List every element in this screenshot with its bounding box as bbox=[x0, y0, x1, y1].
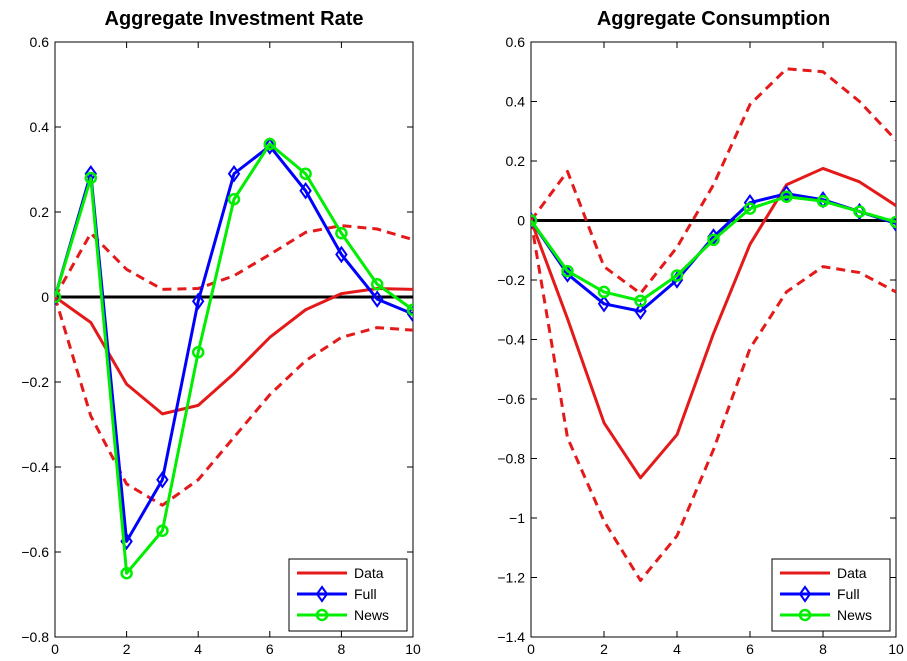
x-tick-label: 6 bbox=[266, 641, 274, 657]
y-tick-label: 0.6 bbox=[506, 34, 526, 50]
series-line-data bbox=[531, 166, 896, 480]
y-tick-label: −0.2 bbox=[21, 374, 49, 390]
x-tick-label: 10 bbox=[405, 641, 421, 657]
confidence-band-lower bbox=[55, 296, 413, 507]
data-point-full bbox=[299, 182, 312, 200]
legend-label-news: News bbox=[354, 607, 389, 623]
data-point-news bbox=[670, 269, 684, 282]
y-tick-label: −0.8 bbox=[497, 451, 525, 467]
y-tick-label: −1 bbox=[509, 510, 525, 526]
y-tick-label: 0.6 bbox=[30, 34, 50, 50]
data-point-full bbox=[370, 290, 384, 308]
data-point-news bbox=[853, 205, 866, 218]
series-line-full bbox=[55, 144, 413, 543]
chart-panel-investment-rate: Aggregate Investment Rate −0.8 −0.6 −0.4 −0… bbox=[21, 8, 421, 657]
x-tick-label: 4 bbox=[673, 641, 681, 657]
x-tick-label: 0 bbox=[51, 641, 59, 657]
legend-marker-circle bbox=[315, 608, 329, 622]
confidence-band-upper bbox=[55, 224, 413, 298]
x-tick-label: 0 bbox=[527, 641, 535, 657]
x-tick-label: 10 bbox=[888, 641, 904, 657]
y-tick-label: 0 bbox=[41, 289, 49, 305]
plot-area bbox=[55, 137, 413, 580]
legend: Data Full News bbox=[771, 558, 891, 632]
data-point-full bbox=[227, 165, 241, 183]
legend-label-full: Full bbox=[354, 586, 377, 602]
x-tick-label: 4 bbox=[194, 641, 202, 657]
data-point-news bbox=[156, 524, 169, 537]
y-tick-label: −0.8 bbox=[21, 629, 49, 645]
series-line-full bbox=[531, 192, 896, 313]
y-tick-label: −1.2 bbox=[497, 570, 525, 586]
data-point-news bbox=[634, 294, 647, 308]
data-point-news bbox=[816, 194, 830, 208]
x-tick-label: 8 bbox=[819, 641, 827, 657]
y-tick-label: 0.2 bbox=[30, 204, 50, 220]
series-line-news bbox=[531, 195, 896, 303]
axes-frame bbox=[530, 41, 897, 638]
x-tick-label: 2 bbox=[123, 641, 131, 657]
x-tick-label: 2 bbox=[600, 641, 608, 657]
data-point-news bbox=[597, 285, 611, 299]
legend-marker-diamond bbox=[798, 585, 812, 603]
y-tick-label: 0.4 bbox=[506, 94, 526, 110]
y-tick-label: −0.2 bbox=[497, 272, 525, 288]
data-point-news bbox=[84, 171, 98, 185]
legend-marker-circle bbox=[798, 608, 812, 622]
data-point-news bbox=[370, 278, 384, 291]
data-point-news bbox=[780, 190, 793, 203]
legend-label-data: Data bbox=[354, 565, 384, 581]
legend-label-data: Data bbox=[837, 565, 867, 581]
data-point-news bbox=[531, 214, 538, 227]
data-point-full bbox=[335, 245, 348, 264]
data-point-news bbox=[743, 202, 757, 215]
chart-panel-consumption: Aggregate Consumption −1.4 −1.2 −1 −0.8 −0.6… bbox=[497, 8, 904, 657]
data-point-news bbox=[335, 227, 348, 240]
data-point-news bbox=[299, 167, 312, 180]
plot-area bbox=[531, 67, 896, 582]
y-tick-label: −0.6 bbox=[21, 544, 49, 560]
y-tick-label: −1.4 bbox=[497, 629, 525, 645]
series-line-data bbox=[55, 287, 413, 416]
data-point-full bbox=[156, 471, 169, 489]
y-tick-label: −0.4 bbox=[21, 459, 49, 475]
data-point-news bbox=[227, 193, 241, 206]
data-point-news bbox=[263, 137, 277, 151]
series-line-news bbox=[55, 142, 413, 575]
chart-title: Aggregate Investment Rate bbox=[105, 8, 364, 30]
chart-title: Aggregate Consumption bbox=[597, 8, 830, 30]
data-point-news bbox=[191, 346, 205, 359]
legend-marker-diamond bbox=[315, 585, 329, 603]
y-tick-label: 0.2 bbox=[506, 153, 526, 169]
data-point-full bbox=[634, 302, 647, 320]
data-point-full bbox=[406, 305, 413, 323]
data-point-news bbox=[561, 264, 574, 278]
data-point-full bbox=[191, 292, 205, 310]
data-point-full bbox=[597, 295, 611, 313]
x-tick-label: 6 bbox=[746, 641, 754, 657]
data-point-news bbox=[406, 303, 413, 316]
data-point-news bbox=[120, 567, 133, 580]
y-tick-label: 0.4 bbox=[30, 119, 50, 135]
data-point-full bbox=[263, 137, 277, 155]
y-tick-label: −0.4 bbox=[497, 332, 525, 348]
x-tick-label: 8 bbox=[338, 641, 346, 657]
legend: Data Full News bbox=[288, 558, 408, 632]
axes-frame bbox=[54, 41, 414, 638]
legend-label-news: News bbox=[837, 607, 872, 623]
confidence-band-lower bbox=[531, 220, 896, 582]
data-point-news bbox=[707, 233, 720, 247]
legend-label-full: Full bbox=[837, 586, 860, 602]
data-point-news bbox=[889, 215, 896, 229]
y-tick-label: −0.6 bbox=[497, 391, 525, 407]
y-tick-label: 0 bbox=[517, 213, 525, 229]
confidence-band-upper bbox=[531, 67, 896, 295]
data-point-news bbox=[55, 290, 62, 304]
